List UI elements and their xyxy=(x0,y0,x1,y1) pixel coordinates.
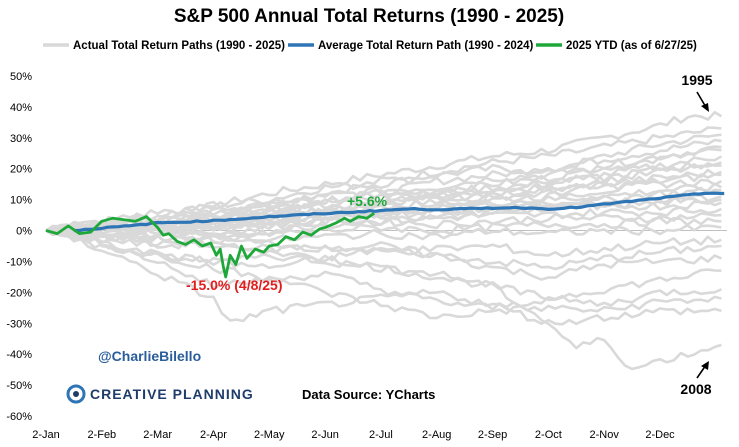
x-tick-label: 2-Oct xyxy=(535,429,562,441)
y-tick-label: -30% xyxy=(6,318,32,330)
y-tick-label: 10% xyxy=(10,195,32,207)
annotation-ytd-peak: +5.6% xyxy=(347,193,388,209)
legend-label-average: Average Total Return Path (1990 - 2024) xyxy=(318,40,534,52)
average-return-path-line xyxy=(73,191,725,233)
highlight-series xyxy=(45,191,725,279)
actual-return-path-line xyxy=(45,229,722,371)
arrow-2008-icon xyxy=(696,361,709,379)
y-tick-label: 0% xyxy=(16,226,32,238)
actual-return-paths xyxy=(45,110,723,371)
x-tick-label: 2-May xyxy=(254,429,285,441)
brand-name: CREATIVE PLANNING xyxy=(90,386,254,402)
actual-return-path-line xyxy=(45,161,722,234)
arrow-1995-icon xyxy=(696,91,709,112)
actual-return-path-line xyxy=(45,216,722,247)
ytd-2025-line xyxy=(45,212,375,279)
actual-return-path-line xyxy=(45,227,722,320)
y-tick-label: -10% xyxy=(6,256,32,268)
legend-label-ytd: 2025 YTD (as of 6/27/25) xyxy=(566,40,697,52)
annotation-2008-label: 2008 xyxy=(680,381,711,397)
actual-return-path-line xyxy=(45,221,722,244)
y-tick-label: 40% xyxy=(10,102,32,114)
y-tick-label: -20% xyxy=(6,287,32,299)
y-tick-label: -50% xyxy=(6,380,32,392)
x-axis-ticks: 2-Jan 2-Feb 2-Mar 2-Apr 2-May 2-Jun 2-Jul 2-Aug… xyxy=(32,429,675,441)
actual-return-path-line xyxy=(45,133,722,235)
y-tick-label: -60% xyxy=(6,411,32,423)
chart-title: S&P 500 Annual Total Returns (1990 - 202… xyxy=(174,6,564,27)
annotation-ytd-trough: -15.0% (4/8/25) xyxy=(186,277,283,293)
x-tick-label: 2-Jan xyxy=(32,429,60,441)
x-tick-label: 2-Dec xyxy=(645,429,675,441)
annotation-1995-label: 1995 xyxy=(681,72,712,88)
x-tick-label: 2-Jul xyxy=(369,429,393,441)
actual-return-path-line xyxy=(45,212,722,234)
x-tick-label: 2-Mar xyxy=(143,429,172,441)
x-tick-label: 2-Feb xyxy=(87,429,116,441)
x-tick-label: 2-Aug xyxy=(422,429,451,441)
x-tick-label: 2-Apr xyxy=(200,429,227,441)
data-source: Data Source: YCharts xyxy=(302,387,435,402)
actual-return-path-line xyxy=(45,229,722,258)
actual-return-path-line xyxy=(45,229,722,326)
x-tick-label: 2-Jun xyxy=(311,429,339,441)
y-tick-label: 30% xyxy=(10,133,32,145)
legend: Actual Total Return Paths (1990 - 2025) … xyxy=(43,40,697,52)
actual-return-path-line xyxy=(45,147,722,232)
x-tick-label: 2-Nov xyxy=(590,429,620,441)
y-tick-label: 20% xyxy=(10,164,32,176)
brand-logo-icon xyxy=(66,384,86,404)
actual-return-path-line xyxy=(45,229,722,311)
x-tick-label: 2-Sep xyxy=(478,429,507,441)
y-tick-label: -40% xyxy=(6,349,32,361)
y-axis-ticks: -60% -50% -40% -30% -20% -10% 0% 10% 20% 30% 40% 50… xyxy=(6,71,32,423)
author-handle: @CharlieBilello xyxy=(98,348,201,364)
actual-return-path-line xyxy=(45,228,722,302)
y-tick-label: 50% xyxy=(10,71,32,83)
legend-label-actual: Actual Total Return Paths (1990 - 2025) xyxy=(73,40,285,52)
